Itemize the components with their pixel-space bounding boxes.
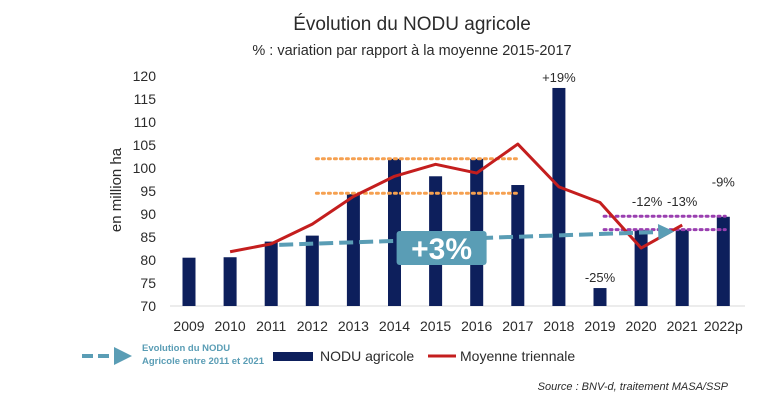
bar: [182, 257, 196, 306]
legend-line-label: Moyenne triennale: [460, 348, 575, 364]
trend-badge: [396, 231, 487, 266]
y-axis-label: en million ha: [108, 147, 125, 232]
y-axis-ticks: 70 75 80 85 90 95 100 105 110 115 120: [133, 68, 157, 314]
data-label: -9%: [712, 174, 736, 189]
data-label: +19%: [542, 70, 576, 85]
y-tick-label: 100: [133, 160, 157, 176]
bar: [346, 194, 360, 306]
x-tick-label: 2013: [338, 318, 369, 334]
data-label: -25%: [585, 270, 616, 285]
x-tick-label: 2016: [461, 318, 492, 334]
chart-title: Évolution du NODU agricole: [293, 14, 531, 35]
trend-arrow: +3%: [279, 224, 675, 266]
legend-trend-label-2: Agricole entre 2011 et 2021: [142, 356, 265, 367]
y-tick-label: 85: [140, 229, 156, 245]
y-tick-label: 95: [140, 183, 156, 199]
bar: [593, 288, 607, 306]
legend-bar-label: NODU agricole: [320, 348, 414, 364]
bar: [305, 235, 319, 306]
trend-badge-label: +3%: [411, 233, 472, 266]
trend-arrow-head: [657, 224, 675, 241]
x-tick-label: 2009: [173, 318, 204, 334]
x-tick-label: 2022p: [704, 318, 743, 334]
y-tick-label: 120: [133, 68, 157, 84]
x-tick-label: 2017: [502, 318, 533, 334]
x-axis-ticks: 2009 2010 2011 2012 2013 2014 2015 2016 2017 2018…: [173, 318, 743, 334]
source-note: Source : BNV-d, traitement MASA/SSP: [538, 381, 729, 393]
y-tick-label: 105: [133, 137, 157, 153]
bar: [223, 257, 237, 306]
data-labels: +19% -25% -12% -13% -9%: [542, 70, 735, 285]
legend-bar-swatch: [273, 352, 313, 361]
x-tick-label: 2014: [379, 318, 410, 334]
line-series: [229, 142, 683, 254]
data-label: -13%: [667, 194, 698, 209]
y-tick-label: 90: [140, 206, 156, 222]
bar: [675, 229, 689, 306]
y-tick-label: 80: [140, 252, 156, 268]
x-tick-label: 2018: [543, 318, 574, 334]
x-tick-label: 2010: [215, 318, 246, 334]
legend-trend-label-1: Evolution du NODU: [142, 343, 230, 354]
x-tick-label: 2012: [297, 318, 328, 334]
bar: [716, 216, 730, 306]
x-tick-label: 2011: [256, 318, 286, 334]
y-tick-label: 110: [134, 114, 157, 130]
x-tick-label: 2020: [626, 318, 657, 334]
bar: [388, 158, 401, 306]
y-tick-label: 115: [134, 91, 157, 107]
legend: Evolution du NODU Agricole entre 2011 et…: [82, 343, 575, 367]
y-tick-label: 75: [140, 275, 156, 291]
bar: [511, 185, 525, 306]
y-tick-label: 70: [140, 298, 156, 314]
x-tick-label: 2021: [667, 318, 698, 334]
data-label: -12%: [632, 194, 663, 209]
legend-trend-arrow-symbol: [82, 347, 132, 365]
bar: [634, 230, 648, 306]
x-tick-label: 2015: [420, 318, 451, 334]
line-series-path: [229, 142, 683, 254]
x-tick-label: 2019: [584, 318, 615, 334]
bar: [264, 241, 278, 306]
chart-subtitle: % : variation par rapport à la moyenne 2…: [252, 43, 571, 59]
bar: [552, 87, 566, 307]
